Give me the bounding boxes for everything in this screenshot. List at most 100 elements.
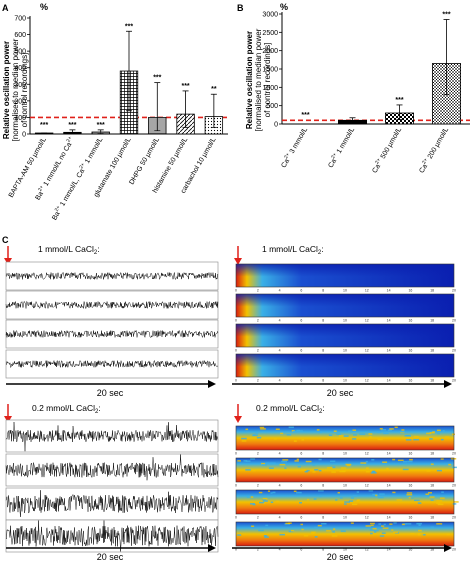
- spectrogram-speckle: [426, 470, 431, 472]
- a-significance: ***: [40, 122, 48, 129]
- spectrogram-tick: 0: [235, 516, 237, 520]
- spectrogram-frame: [235, 293, 455, 318]
- spectrogram-speckle: [429, 438, 433, 440]
- spectrogram-speckle: [245, 469, 251, 471]
- spectrogram-tick: 0: [235, 319, 237, 323]
- spectrogram-tick: 12: [365, 516, 369, 520]
- spectrogram-speckle: [344, 503, 347, 505]
- spectrogram-tick: 0: [235, 379, 237, 383]
- svg-text:Relative oscillation power: Relative oscillation power: [245, 31, 254, 129]
- a-category-label: DHPG 50 µmol/L: [128, 136, 161, 186]
- spectrogram-tick: 18: [430, 289, 434, 293]
- spectrogram-speckle: [319, 495, 322, 498]
- spectrogram-tick: 4: [279, 379, 281, 383]
- b-category-label: Ca2+ 3 mmol/L: [279, 125, 310, 169]
- eeg-traces-top: [5, 261, 219, 379]
- time-scale-arrow: [6, 380, 452, 552]
- spectrogram-speckle: [369, 469, 374, 471]
- spectrogram-speckle: [310, 532, 314, 534]
- spectrogram-speckle: [402, 468, 409, 471]
- spectrogram-speckle: [392, 531, 399, 534]
- eeg-trace: [5, 359, 219, 369]
- spectrogram-speckle: [312, 471, 316, 473]
- spectrogram-speckle: [340, 530, 346, 532]
- spectrogram-speckle: [347, 430, 353, 432]
- spectrogram-speckle: [418, 529, 422, 532]
- spectrogram-speckle: [380, 428, 387, 431]
- spectrogram-speckle: [313, 498, 317, 500]
- spectrogram-speckle: [330, 460, 336, 463]
- spectrogram-tick: 4: [279, 452, 281, 456]
- spectrogram-speckle: [436, 429, 441, 432]
- spectrogram-tick: 20: [452, 319, 456, 323]
- spectrogram-tick: 12: [365, 452, 369, 456]
- spectrogram-tick: 18: [430, 548, 434, 552]
- a-ytick-label: 0: [22, 132, 26, 139]
- spectrogram-speckle: [360, 462, 367, 464]
- spectrogram-speckle: [368, 433, 373, 435]
- spectrogram-speckle: [370, 532, 373, 535]
- spectrogram-speckle: [444, 436, 450, 438]
- spectro-bottom-caption: 0.2 mmol/L CaCl2:: [256, 403, 325, 415]
- eeg-traces-bottom: [5, 419, 219, 553]
- spectrogram-tick: 12: [365, 379, 369, 383]
- spectrogram-tick: 6: [300, 319, 302, 323]
- spectrogram-speckle: [392, 491, 396, 494]
- spectrogram-shade: [236, 294, 454, 317]
- spectrogram-tick: 8: [322, 484, 324, 488]
- b-significance: ***: [442, 12, 450, 19]
- spectrogram-tick: 14: [387, 484, 391, 488]
- svg-text:[normalised to median power: [normalised to median power: [254, 28, 263, 131]
- spectrogram-tick: 20: [452, 379, 456, 383]
- spectrogram-speckle: [318, 458, 322, 461]
- spectrogram-speckle: [452, 503, 457, 505]
- a-significance: **: [211, 86, 217, 93]
- a-significance: ***: [181, 83, 189, 90]
- spectrogram-speckle: [393, 522, 397, 524]
- spectrogram-tick: 6: [300, 548, 302, 552]
- b-ytick-label: 3000: [262, 12, 278, 19]
- spectrogram-speckle: [268, 467, 274, 469]
- spectrogram-tick: 2: [257, 484, 259, 488]
- spectrogram-speckle: [371, 470, 376, 473]
- spectrogram-speckle: [406, 434, 411, 437]
- spectrogram-speckle: [318, 490, 324, 492]
- svg-text:Relative oscillation power: Relative oscillation power: [2, 41, 11, 139]
- spectrogram-speckle: [296, 430, 303, 432]
- spectrogram-speckle: [296, 491, 302, 494]
- spectrogram-tick: 10: [343, 484, 347, 488]
- eeg-trace: [5, 490, 219, 517]
- spectrogram-speckle: [446, 533, 450, 536]
- spectrogram-tick: 2: [257, 516, 259, 520]
- spectrogram-tick: 18: [430, 452, 434, 456]
- spectrogram-speckle: [316, 429, 320, 431]
- spectrogram-speckle: [303, 534, 309, 537]
- spectrogram-speckle: [418, 524, 421, 527]
- spectrogram-tick: 8: [322, 319, 324, 323]
- spectrogram-speckle: [430, 463, 434, 465]
- a-significance: ***: [153, 75, 161, 82]
- spectrogram-speckle: [337, 492, 340, 494]
- spectrogram-speckle: [413, 435, 419, 438]
- spectrogram-speckle: [338, 435, 344, 437]
- spectrogram-speckle: [372, 493, 378, 496]
- a-ytick-label: 500: [14, 49, 26, 56]
- trace-frame: [5, 319, 219, 349]
- spectrogram-tick: 20: [452, 349, 456, 353]
- panel-c: C 1 mmol/L CaCl2: 1 mmol/L CaCl2: 0.2 mm…: [2, 235, 459, 562]
- spectrogram-speckle: [405, 439, 412, 441]
- spectrogram-speckle: [252, 469, 256, 472]
- spectrogram-speckle: [336, 433, 342, 435]
- spectrogram-speckle: [243, 460, 248, 462]
- spectrogram-frame: [235, 353, 455, 378]
- spectrogram-tick: 20: [452, 484, 456, 488]
- spectrogram-speckle: [333, 528, 336, 530]
- spectrogram-speckle: [335, 499, 338, 501]
- spectrogram-speckle: [370, 524, 374, 527]
- spectrogram-speckle: [352, 495, 357, 497]
- spectrogram-speckle: [359, 433, 366, 435]
- spectrograms-bottom: 0 2 4 6 8 10 12 14 16 18 200 2 4 6 8 10 12 14 16 18 200 2 4 6 8 1…: [235, 425, 459, 552]
- spectrogram-speckle: [331, 535, 338, 537]
- b-ytick-label: 500: [266, 103, 278, 110]
